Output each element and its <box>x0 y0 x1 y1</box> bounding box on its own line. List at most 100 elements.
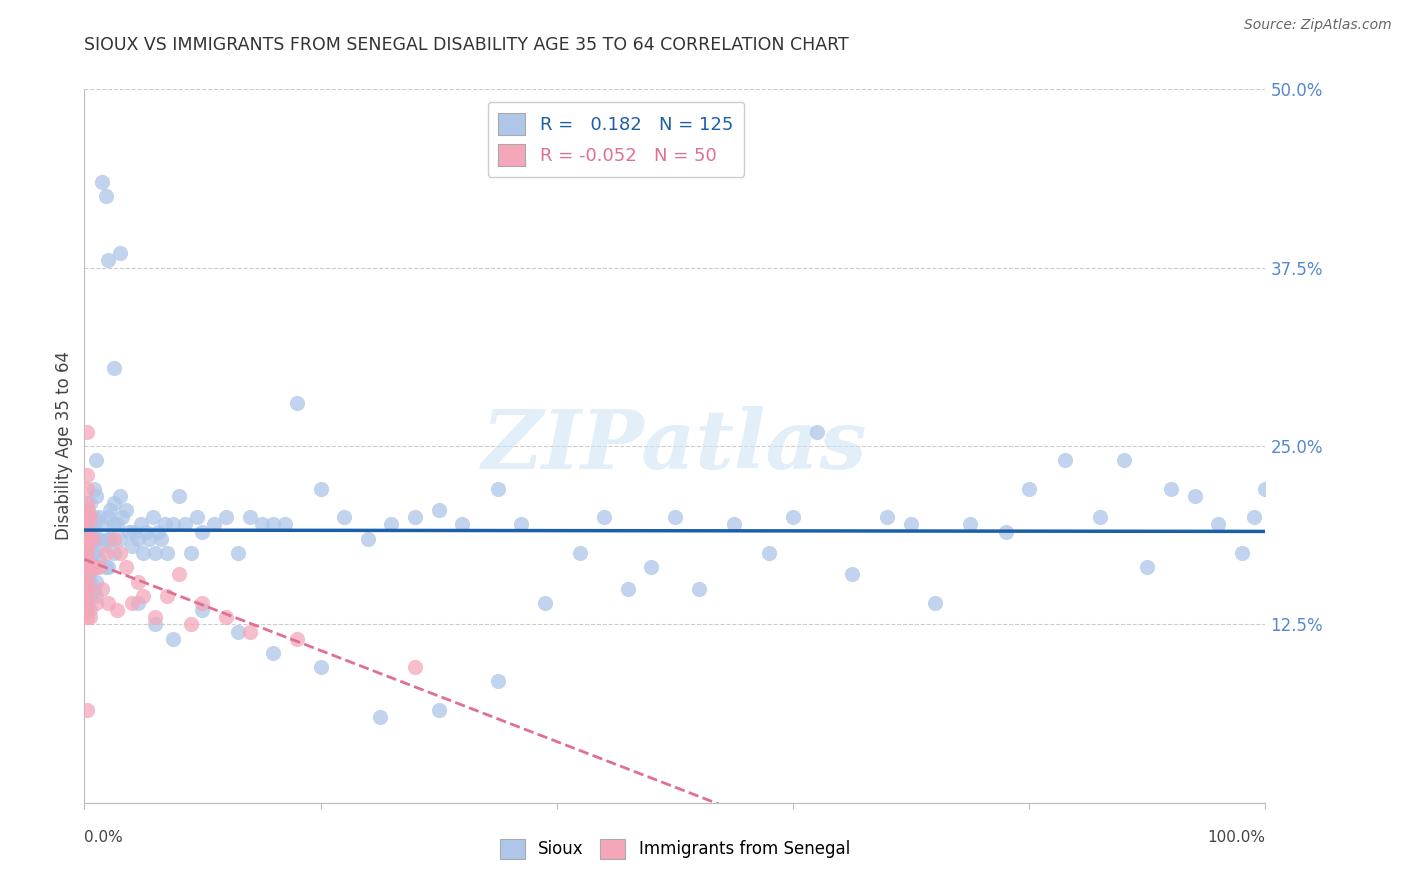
Point <box>79 560 101 574</box>
Point <box>900 517 922 532</box>
Point <box>143 617 166 632</box>
Point <box>186 510 208 524</box>
Point <box>76 532 98 546</box>
Point <box>103 546 125 560</box>
Point <box>98 503 121 517</box>
Point <box>427 703 450 717</box>
Point <box>84 532 107 546</box>
Point <box>76 496 98 510</box>
Point <box>1160 482 1182 496</box>
Point <box>98 532 121 546</box>
Point <box>108 546 131 560</box>
Point <box>94 560 117 574</box>
Point <box>404 660 426 674</box>
Point <box>107 603 129 617</box>
Point <box>132 546 155 560</box>
Point <box>103 517 125 532</box>
Point <box>108 532 131 546</box>
Point <box>1112 453 1135 467</box>
Point <box>91 175 114 189</box>
Point <box>76 560 98 574</box>
Point <box>114 560 136 574</box>
Point <box>83 510 105 524</box>
Point <box>83 517 105 532</box>
Text: 100.0%: 100.0% <box>1208 830 1265 845</box>
Point <box>87 510 110 524</box>
Point <box>91 517 114 532</box>
Point <box>215 610 238 624</box>
Point <box>782 510 804 524</box>
Point <box>806 425 828 439</box>
Point <box>150 532 173 546</box>
Point <box>569 546 592 560</box>
Point <box>132 589 155 603</box>
Point <box>191 596 214 610</box>
Point <box>285 396 308 410</box>
Point <box>79 510 101 524</box>
Point <box>162 632 184 646</box>
Point <box>76 546 98 560</box>
Point <box>108 489 131 503</box>
Point <box>122 524 145 539</box>
Point <box>162 517 184 532</box>
Point <box>143 546 166 560</box>
Point <box>87 560 110 574</box>
Point <box>1184 489 1206 503</box>
Point <box>76 517 98 532</box>
Point <box>91 582 114 596</box>
Point <box>79 510 101 524</box>
Point <box>994 524 1017 539</box>
Point <box>1206 517 1229 532</box>
Point <box>121 596 143 610</box>
Point <box>167 567 190 582</box>
Point <box>103 532 125 546</box>
Point <box>94 546 117 560</box>
Point <box>135 524 157 539</box>
Point <box>76 553 98 567</box>
Point <box>688 582 710 596</box>
Point <box>82 532 104 546</box>
Point <box>226 546 249 560</box>
Point <box>76 524 98 539</box>
Point <box>84 574 107 589</box>
Point <box>664 510 686 524</box>
Point <box>84 453 107 467</box>
Point <box>127 596 149 610</box>
Point <box>173 517 195 532</box>
Point <box>146 524 169 539</box>
Point <box>84 589 107 603</box>
Point <box>79 574 101 589</box>
Point <box>83 582 105 596</box>
Point <box>486 674 509 689</box>
Point <box>79 539 101 553</box>
Text: Source: ZipAtlas.com: Source: ZipAtlas.com <box>1244 18 1392 32</box>
Point <box>640 560 662 574</box>
Point <box>76 574 98 589</box>
Point <box>76 482 98 496</box>
Point <box>79 603 101 617</box>
Point <box>84 560 107 574</box>
Point <box>404 510 426 524</box>
Point <box>285 632 308 646</box>
Point <box>77 532 100 546</box>
Point <box>83 532 105 546</box>
Point <box>91 539 114 553</box>
Point <box>77 503 100 517</box>
Point <box>1230 546 1253 560</box>
Point <box>111 510 134 524</box>
Point <box>103 360 125 375</box>
Point <box>77 560 100 574</box>
Point <box>180 546 202 560</box>
Point <box>83 560 105 574</box>
Point <box>97 253 120 268</box>
Point <box>87 532 110 546</box>
Point <box>959 517 981 532</box>
Point <box>534 596 557 610</box>
Point <box>79 567 101 582</box>
Point <box>262 646 284 660</box>
Point <box>76 596 98 610</box>
Point <box>79 589 101 603</box>
Point <box>167 489 190 503</box>
Point <box>723 517 745 532</box>
Point <box>427 503 450 517</box>
